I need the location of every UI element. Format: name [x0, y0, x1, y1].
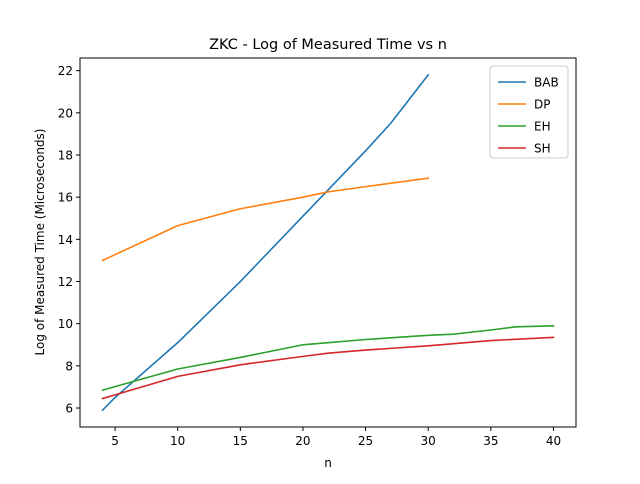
- legend-label-bab: BAB: [534, 76, 559, 90]
- x-tick-label: 10: [170, 434, 185, 448]
- x-tick-label: 25: [358, 434, 373, 448]
- y-tick-label: 10: [58, 317, 73, 331]
- x-tick-label: 30: [421, 434, 436, 448]
- y-tick-label: 18: [58, 148, 73, 162]
- x-axis-label: n: [324, 456, 332, 470]
- series-line-sh: [101, 336, 555, 400]
- x-tick-label: 40: [546, 434, 561, 448]
- x-axis-ticks: 5 10 15 20 25 30 35 40: [111, 427, 561, 448]
- x-tick-label: 20: [295, 434, 310, 448]
- x-tick-label: 5: [111, 434, 119, 448]
- y-tick-label: 12: [58, 275, 73, 289]
- y-tick-label: 8: [65, 359, 73, 373]
- legend: BAB DP EH SH: [489, 65, 569, 159]
- x-tick-label: 15: [233, 434, 248, 448]
- y-tick-label: 14: [58, 233, 73, 247]
- legend-label-dp: DP: [534, 98, 550, 112]
- y-axis-ticks: 6 8 10 12 14 16 18 20 22: [58, 64, 80, 416]
- legend-label-eh: EH: [534, 120, 551, 134]
- series-line-bab: [101, 73, 430, 412]
- legend-box: [489, 65, 569, 159]
- legend-label-sh: SH: [534, 142, 551, 156]
- chart-title: ZKC - Log of Measured Time vs n: [209, 37, 447, 53]
- plot-lines: [101, 73, 555, 412]
- y-tick-label: 20: [58, 106, 73, 120]
- plot-frame: [79, 57, 577, 428]
- y-tick-label: 6: [65, 402, 73, 416]
- series-line-dp: [101, 177, 430, 262]
- x-tick-label: 35: [483, 434, 498, 448]
- y-axis-label: Log of Measured Time (Microseconds): [33, 129, 47, 356]
- series-line-eh: [101, 324, 555, 392]
- y-tick-label: 16: [58, 191, 73, 205]
- y-tick-label: 22: [58, 64, 73, 78]
